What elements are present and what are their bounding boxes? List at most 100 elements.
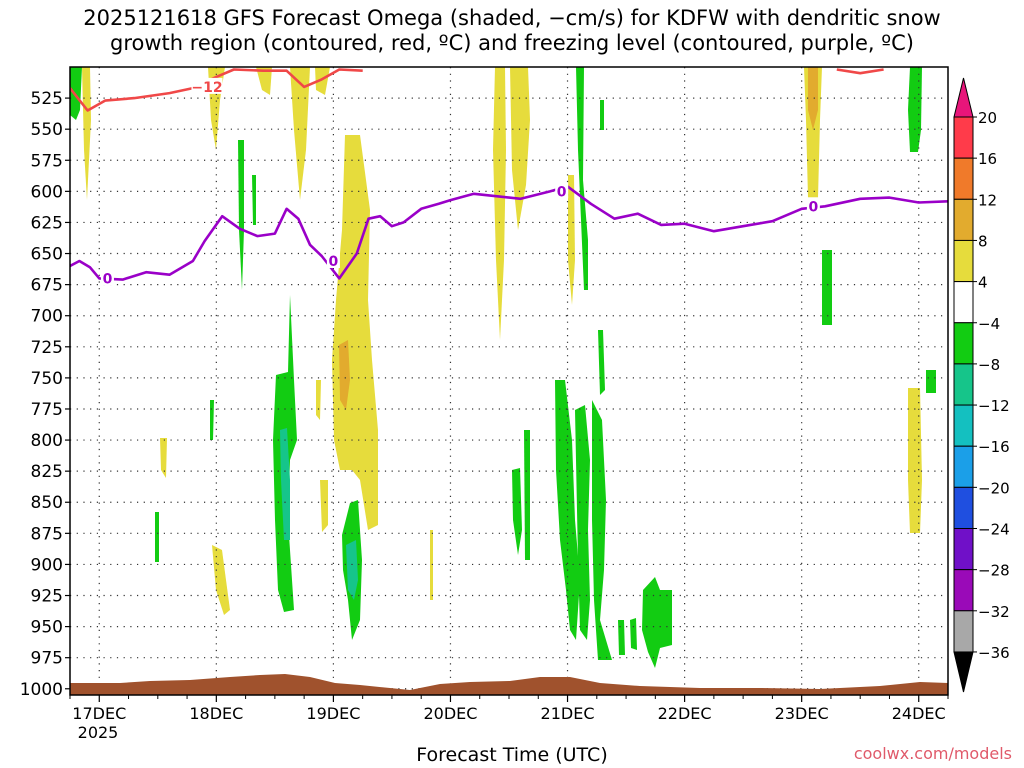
y-tick-label: 1000 [20,680,63,700]
shade-neg4-r [630,618,637,650]
chart-title: 2025121618 GFS Forecast Omega (shaded, −… [0,6,1024,56]
shade-neg4-s [822,250,832,325]
shade-4-k [430,530,433,600]
y-tick-label: 975 [31,649,63,669]
x-axis-label: Forecast Time (UTC) [416,744,608,766]
shade-4-e [315,67,330,95]
y-tick-label: 750 [31,369,63,389]
x-tick-label: 24DEC [892,704,946,723]
x-axis: 17DEC 18DEC 19DEC 20DEC 21DEC 22DEC 23DEC 24DEC [69,695,949,723]
colorbar-swatch [953,157,974,200]
x-tick-label: 18DEC [189,704,243,723]
colorbar-swatch [953,528,974,571]
colorbar: 20 16 12 8 4 −4 −8 −12 −16 −20 −24 −28 −32 −36 [953,77,1010,693]
shade-4-j [316,380,321,420]
y-tick-label: 550 [31,120,63,140]
shade-neg8-e [346,540,358,600]
colorbar-label: −32 [978,603,1010,621]
shade-neg4-l [592,400,612,660]
y-tick-label: 850 [31,493,63,513]
colorbar-label: −12 [978,397,1010,415]
contour-label-bg [100,269,114,286]
shade-neg4-o [600,100,604,130]
contour-label: 0 [808,199,818,215]
grid-lines [70,67,948,695]
shade-neg4-q [618,620,625,655]
colorbar-label: −4 [978,315,1000,333]
y-tick-label: 625 [31,213,63,233]
y-tick-label: 775 [31,400,63,420]
contour-label-bg [191,77,223,94]
x-tick-label: 20DEC [423,704,477,723]
colorbar-label: −36 [978,644,1010,662]
colorbar-swatch [953,486,974,530]
shade-8-o [808,67,818,130]
contour-label-bg [326,251,340,268]
colorbar-swatch [953,610,974,653]
y-tick-label: 600 [31,182,63,202]
shade-neg4-n [576,67,588,290]
colorbar-label: 4 [978,274,988,292]
shade-neg4-c [252,175,256,225]
colorbar-label: −16 [978,438,1010,456]
title-line-2: growth region (contoured, red, ºC) and f… [110,31,914,55]
contour-label: 0 [329,254,339,270]
contour-label-bg [555,182,569,199]
x-tick-label: 23DEC [775,704,829,723]
colorbar-bottom-arrow [953,651,974,693]
y-tick-label: 825 [31,462,63,482]
colorbar-label: 12 [978,191,997,209]
shade-4-d [290,67,310,200]
shade-neg4-p [642,577,672,668]
colorbar-swatch [953,363,974,406]
colorbar-label: −20 [978,479,1010,497]
colorbar-label: −28 [978,562,1010,580]
y-tick-label: 725 [31,338,63,358]
colorbar-swatch [953,569,974,612]
colorbar-swatch [953,116,974,159]
shade-4-a [82,67,91,200]
y-tick-label: 700 [31,307,63,327]
y-axis: 525 550 575 600 625 650 675 700 725 750 775 800 825 8… [20,89,70,700]
shade-4-n [568,175,575,305]
shade-4-g [320,480,328,532]
colorbar-swatch [953,404,974,447]
y-tick-label: 875 [31,524,63,544]
contour-label: 0 [557,184,567,200]
shade-neg4-b [238,140,244,290]
shade-neg8-d [280,428,290,540]
colorbar-swatch [953,445,974,488]
credit-link[interactable]: coolwx.com/models [853,744,1012,763]
y-tick-label: 800 [31,431,63,451]
contour-line-1 [70,68,363,112]
contour-label-bg [806,197,820,214]
contour-line-0 [70,185,948,281]
x-tick-label: 19DEC [306,704,360,723]
contours [70,68,948,281]
y-tick-label: 650 [31,245,63,265]
x-axis-year: 2025 [78,723,119,742]
colorbar-label: 20 [978,109,997,127]
colorbar-swatch [953,281,974,324]
shade-neg4-j [575,405,590,640]
shade-neg4-f [155,512,159,562]
x-tick-label: 17DEC [72,704,126,723]
contour-labels: 0 0 0 0 −12 [100,77,820,287]
colorbar-swatch [953,322,974,365]
shade-4-l [493,67,506,340]
y-tick-label: 925 [31,587,63,607]
shade-neg4-g [210,400,214,440]
shade-4-i [212,545,230,615]
y-tick-label: 575 [31,151,63,171]
colorbar-label: 16 [978,150,997,168]
colorbar-label: −8 [978,356,1000,374]
contour-line-2 [836,68,884,75]
shade-neg4-k [524,430,530,560]
colorbar-label: 8 [978,232,988,250]
shade-neg4-a [70,67,82,120]
shade-4-m [510,67,530,230]
shade-8-f [339,340,350,410]
contour-label: −12 [191,80,222,96]
y-tick-label: 900 [31,555,63,575]
